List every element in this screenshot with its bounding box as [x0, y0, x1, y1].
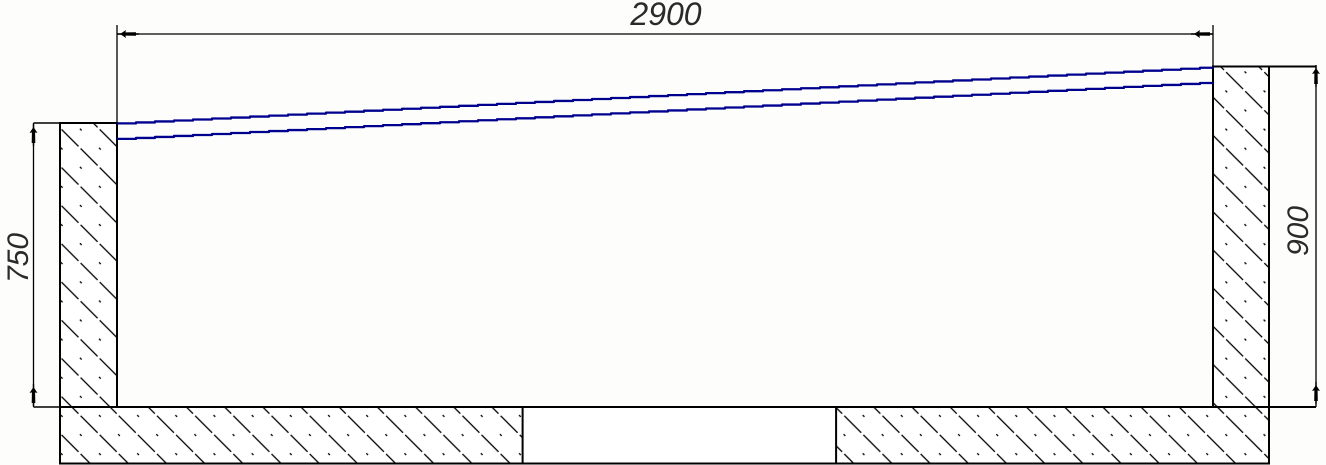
- svg-text:2900: 2900: [629, 0, 701, 32]
- svg-text:750: 750: [2, 233, 35, 283]
- svg-text:900: 900: [1282, 206, 1315, 256]
